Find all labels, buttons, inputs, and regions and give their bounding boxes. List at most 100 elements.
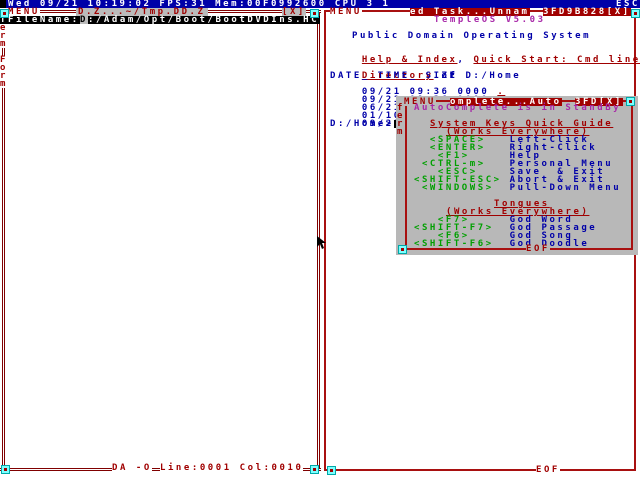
key-row: <CTRL-m> Personal Menu	[414, 159, 614, 169]
key-combo: <SHIFT-ESC>	[414, 175, 510, 185]
key-combo: <CTRL-m>	[414, 159, 510, 169]
left-window-title[interactable]: D.Z...~/Tmp.DD.Z	[76, 7, 208, 17]
resize-handle[interactable]	[327, 466, 336, 475]
filename-label: FileName:	[8, 15, 80, 25]
esc-button[interactable]: ESC	[616, 0, 640, 9]
right-window-title-hex[interactable]: 3FD9B828[X]	[543, 7, 631, 17]
os-version: TempleOS V5.03	[434, 15, 546, 25]
works-everywhere-note: (Works Everywhere)	[446, 127, 590, 137]
eof-marker: EOF	[536, 465, 560, 475]
key-row: <ENTER> Right-Click	[414, 143, 598, 153]
resize-handle[interactable]	[631, 9, 640, 18]
border-letter: r	[0, 71, 8, 81]
key-action: Help	[509, 151, 542, 161]
key-action: Left-Click	[509, 135, 590, 145]
border-letter: r	[397, 119, 405, 129]
dir-header: DATE_ TIME_ SIZE	[330, 71, 458, 81]
border-letter: r	[0, 31, 8, 41]
border-letter: T	[0, 15, 8, 25]
left-window-left-border	[2, 13, 5, 468]
resize-handle[interactable]	[1, 465, 10, 474]
help-links-row: Help & Index, Quick Start: Cmd line	[330, 48, 640, 65]
comma: ,	[457, 55, 474, 65]
key-action: God Passage	[509, 223, 598, 233]
key-action: Pull-Down Menu	[509, 183, 622, 193]
system-keys-heading[interactable]: System Keys Quick Guide	[430, 119, 614, 129]
right-window-title[interactable]: ed Task...Unnam	[410, 7, 530, 17]
key-combo: <SHIFT-F6>	[414, 239, 510, 249]
right-window-menu-button[interactable]: MENU	[330, 7, 362, 17]
key-action: Save & Exit	[509, 167, 606, 177]
quick-start-link[interactable]: Quick Start: Cmd line	[473, 55, 640, 65]
dir-entry-link[interactable]: .	[497, 87, 506, 97]
editor-flags: DA -O	[112, 463, 152, 473]
eof-marker: EOF	[526, 244, 550, 254]
resize-handle[interactable]	[310, 9, 319, 18]
key-combo: <F1>	[414, 151, 510, 161]
right-window-bottom-border	[324, 469, 636, 471]
text-cursor: D	[80, 15, 88, 25]
status-bar: Wed 09/21 10:19:02 FPS:31 Mem:00F0992600…	[0, 0, 640, 9]
key-row: <SHIFT-F7> God Passage	[414, 223, 598, 233]
popup-title-hex[interactable]: 3FD[X]	[575, 97, 623, 107]
key-combo: <ENTER>	[414, 143, 510, 153]
border-letter: m	[0, 79, 8, 89]
dir-row: 09/21 09:36 0000 ..	[330, 88, 513, 105]
border-letter: e	[0, 23, 8, 33]
key-action: Personal Menu	[509, 159, 614, 169]
border-letter: o	[0, 63, 8, 73]
key-row: <SHIFT-F6> God Doodle	[414, 239, 589, 249]
line-col-indicator: Line:0001 Col:0010	[160, 463, 304, 473]
key-combo: <ESC>	[414, 167, 510, 177]
directory-link[interactable]: Directory	[361, 71, 434, 81]
border-letter: F	[0, 55, 8, 65]
key-row: <SHIFT-ESC> Abort & Exit	[414, 175, 606, 185]
left-window-close-button[interactable]: [X]	[282, 7, 306, 17]
key-row: <F1> Help	[414, 151, 542, 161]
filename-field[interactable]: FileName: D :/Adam/Opt/Boot/BootDVDIns.H…	[8, 15, 320, 25]
os-tagline: Public Domain Operating System	[352, 31, 592, 41]
dir-entry-meta: 09/21 09:36 0000	[361, 87, 498, 97]
directory-row: Directory of D:/Home	[330, 64, 521, 81]
cursor-block-icon	[0, 0, 6, 8]
resize-handle[interactable]	[626, 97, 635, 106]
popup-right-border	[631, 102, 633, 250]
key-row: <ESC> Save & Exit	[414, 167, 606, 177]
key-combo: <F6>	[414, 231, 510, 241]
directory-path: of D:/Home	[433, 71, 522, 81]
key-row: <F6> God Song	[414, 231, 573, 241]
system-status-text: Wed 09/21 10:19:02 FPS:31 Mem:00F0992600…	[8, 0, 391, 9]
popup-left-border	[405, 102, 407, 250]
help-index-link[interactable]: Help & Index	[361, 55, 458, 65]
key-row: <SPACE> Left-Click	[414, 135, 590, 145]
key-combo: <WINDOWS>	[414, 183, 510, 193]
filename-value: :/Adam/Opt/Boot/BootDVDIns.HC	[88, 15, 320, 25]
autocomplete-window: MENU omplete...Auto 3FD[X] f e r m AutoC…	[396, 96, 638, 255]
popup-title[interactable]: omplete...Auto	[450, 97, 562, 107]
key-action: Right-Click	[509, 143, 598, 153]
resize-handle[interactable]	[398, 245, 407, 254]
key-action: Abort & Exit	[509, 175, 606, 185]
key-combo: <F7>	[414, 215, 510, 225]
resize-handle[interactable]	[310, 465, 319, 474]
border-letter: m	[0, 39, 8, 49]
key-row: <F7> God Word	[414, 215, 573, 225]
key-combo: <SHIFT-F7>	[414, 223, 510, 233]
left-window-menu-button[interactable]: MENU	[8, 7, 40, 17]
command-prompt[interactable]: D:/Home>	[330, 119, 394, 129]
mouse-cursor-icon	[317, 236, 326, 249]
border-letter: e	[397, 111, 405, 121]
autocomplete-status: AutoComplete is in StandBy	[414, 103, 622, 113]
key-combo: <SPACE>	[414, 135, 510, 145]
dir-row: 09/21 09:36 0000 .	[330, 80, 505, 97]
popup-menu-button[interactable]: MENU	[404, 97, 436, 107]
works-everywhere-note: (Works Everywhere)	[446, 207, 590, 217]
popup-bottom-border	[405, 248, 633, 250]
key-row: <WINDOWS> Pull-Down Menu	[414, 183, 622, 193]
resize-handle[interactable]	[0, 9, 9, 18]
border-letter: m	[397, 127, 405, 137]
tongues-heading[interactable]: Tongues	[494, 199, 550, 209]
border-letter: f	[397, 103, 405, 113]
right-window-left-border	[324, 12, 326, 470]
